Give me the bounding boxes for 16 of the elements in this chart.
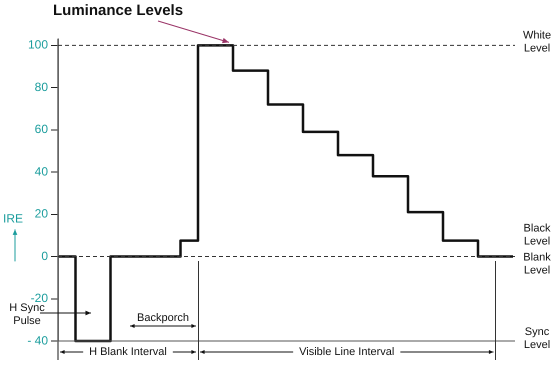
y-tick-label: - 40 bbox=[27, 333, 48, 348]
annotation: Backporch bbox=[137, 312, 189, 324]
ref-line-label: White Level bbox=[522, 29, 552, 54]
y-tick-label: 100 bbox=[28, 38, 48, 52]
ref-line-label: Blank Level bbox=[523, 252, 552, 277]
y-tick-label: 60 bbox=[34, 122, 48, 136]
y-tick-label: 40 bbox=[34, 164, 48, 178]
y-tick-label: 0 bbox=[41, 248, 48, 263]
ref-line-label: Sync Level bbox=[524, 326, 550, 352]
text: Luminance Levels bbox=[53, 2, 184, 20]
y-axis-title: IRE bbox=[2, 212, 24, 226]
text: Visible Line Interval bbox=[299, 346, 394, 358]
text: H Blank Interval bbox=[89, 346, 167, 358]
text: Black Level bbox=[524, 222, 551, 248]
y-tick-label: 80 bbox=[34, 80, 48, 94]
y-tick-label: 20 bbox=[34, 206, 48, 221]
